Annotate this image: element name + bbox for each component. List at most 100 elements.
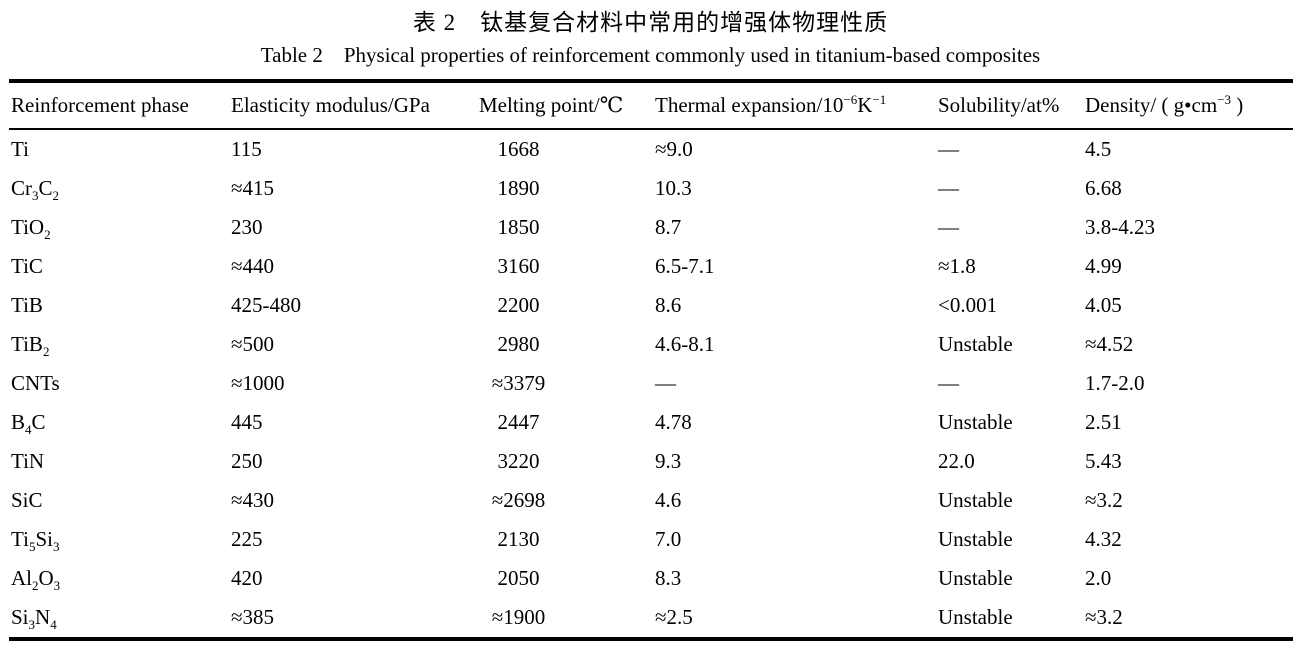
value-cell: 4.6 bbox=[655, 488, 682, 512]
value-cell: 4.78 bbox=[655, 410, 692, 434]
properties-table: Reinforcement phase Elasticity modulus/GP… bbox=[9, 79, 1293, 641]
value-cell: — bbox=[655, 371, 676, 395]
value-cell: ≈3.2 bbox=[1085, 488, 1123, 512]
value-cell: 2.51 bbox=[1085, 410, 1122, 434]
table-row: TiO2 230 1850 8.7 — 3.8-4.23 bbox=[9, 208, 1293, 247]
value-cell: Unstable bbox=[938, 566, 1013, 590]
value-cell: 1.7-2.0 bbox=[1085, 371, 1145, 395]
value-cell: 2447 bbox=[497, 410, 540, 434]
reinforcement-phase-cell: TiB2 bbox=[11, 332, 50, 360]
column-header-density: Density/ ( g•cm−3 ) bbox=[1083, 81, 1293, 130]
reinforcement-phase-cell: TiO2 bbox=[11, 215, 51, 243]
table-row: Ti5Si3 225 2130 7.0 Unstable 4.32 bbox=[9, 520, 1293, 559]
value-cell: 445 bbox=[231, 410, 263, 434]
value-cell: ≈1000 bbox=[231, 371, 285, 395]
reinforcement-phase-cell: Al2O3 bbox=[11, 566, 61, 594]
value-cell: ≈430 bbox=[231, 488, 275, 512]
column-header-solubility: Solubility/at% bbox=[936, 81, 1083, 130]
value-cell: 4.99 bbox=[1085, 254, 1122, 278]
reinforcement-phase-cell: Cr3C2 bbox=[11, 176, 60, 204]
value-cell: 6.5-7.1 bbox=[655, 254, 715, 278]
properties-table-container: Reinforcement phase Elasticity modulus/GP… bbox=[9, 79, 1293, 641]
table-row: Ti 115 1668 ≈9.0 — 4.5 bbox=[9, 129, 1293, 169]
value-cell: 4.32 bbox=[1085, 527, 1122, 551]
value-cell: — bbox=[938, 137, 959, 161]
value-cell: 6.68 bbox=[1085, 176, 1122, 200]
value-cell: 22.0 bbox=[938, 449, 975, 473]
value-cell: Unstable bbox=[938, 605, 1013, 629]
value-cell: ≈9.0 bbox=[655, 137, 693, 161]
value-cell: 2130 bbox=[497, 527, 540, 551]
value-cell: 225 bbox=[231, 527, 263, 551]
value-cell: 4.6-8.1 bbox=[655, 332, 715, 356]
column-header-modulus: Elasticity modulus/GPa bbox=[229, 81, 477, 130]
reinforcement-phase-cell: TiB bbox=[11, 293, 43, 317]
value-cell: ≈500 bbox=[231, 332, 275, 356]
value-cell: 3220 bbox=[497, 449, 540, 473]
table-caption-english: Table 2 Physical properties of reinforce… bbox=[260, 43, 1041, 67]
value-cell: ≈3.2 bbox=[1085, 605, 1123, 629]
value-cell: — bbox=[938, 215, 959, 239]
reinforcement-phase-cell: B4C bbox=[11, 410, 46, 438]
table-caption-chinese: 表 2 钛基复合材料中常用的增强体物理性质 bbox=[412, 10, 889, 35]
value-cell: Unstable bbox=[938, 410, 1013, 434]
value-cell: 1890 bbox=[497, 176, 540, 200]
value-cell: 9.3 bbox=[655, 449, 682, 473]
table-row: TiB 425-480 2200 8.6 <0.001 4.05 bbox=[9, 286, 1293, 325]
value-cell: 7.0 bbox=[655, 527, 682, 551]
value-cell: 3.8-4.23 bbox=[1085, 215, 1155, 239]
value-cell: 2980 bbox=[497, 332, 540, 356]
value-cell: Unstable bbox=[938, 488, 1013, 512]
value-cell: 4.5 bbox=[1085, 137, 1112, 161]
column-header-melting: Melting point/℃ bbox=[477, 81, 653, 130]
value-cell: 250 bbox=[231, 449, 263, 473]
value-cell: — bbox=[938, 176, 959, 200]
value-cell: ≈2698 bbox=[491, 488, 546, 512]
value-cell: 2.0 bbox=[1085, 566, 1112, 590]
value-cell: ≈440 bbox=[231, 254, 275, 278]
value-cell: 420 bbox=[231, 566, 263, 590]
table-row: CNTs ≈1000 ≈3379 — — 1.7-2.0 bbox=[9, 364, 1293, 403]
value-cell: ≈3379 bbox=[491, 371, 546, 395]
table-header-row: Reinforcement phase Elasticity modulus/GP… bbox=[9, 81, 1293, 130]
value-cell: 8.7 bbox=[655, 215, 682, 239]
value-cell: ≈385 bbox=[231, 605, 275, 629]
value-cell: 4.05 bbox=[1085, 293, 1122, 317]
value-cell: <0.001 bbox=[938, 293, 998, 317]
value-cell: 8.6 bbox=[655, 293, 682, 317]
table-row: Cr3C2 ≈415 1890 10.3 — 6.68 bbox=[9, 169, 1293, 208]
value-cell: ≈415 bbox=[231, 176, 275, 200]
value-cell: 8.3 bbox=[655, 566, 682, 590]
value-cell: 2200 bbox=[497, 293, 540, 317]
table-row: Al2O3 420 2050 8.3 Unstable 2.0 bbox=[9, 559, 1293, 598]
value-cell: — bbox=[938, 371, 959, 395]
value-cell: ≈2.5 bbox=[655, 605, 693, 629]
value-cell: 115 bbox=[231, 137, 262, 161]
reinforcement-phase-cell: SiC bbox=[11, 488, 43, 512]
value-cell: 1850 bbox=[497, 215, 540, 239]
value-cell: ≈4.52 bbox=[1085, 332, 1134, 356]
reinforcement-phase-cell: CNTs bbox=[11, 371, 60, 395]
value-cell: 2050 bbox=[497, 566, 540, 590]
reinforcement-phase-cell: Ti bbox=[11, 137, 29, 161]
table-body: Ti 115 1668 ≈9.0 — 4.5 Cr3C2 ≈415 1890 10.3 — 6.68 T… bbox=[9, 129, 1293, 639]
value-cell: ≈1900 bbox=[491, 605, 546, 629]
reinforcement-phase-cell: Ti5Si3 bbox=[11, 527, 60, 555]
reinforcement-phase-cell: TiC bbox=[11, 254, 43, 278]
reinforcement-phase-cell: TiN bbox=[11, 449, 45, 473]
value-cell: ≈1.8 bbox=[938, 254, 976, 278]
table-row: TiN 250 3220 9.3 22.0 5.43 bbox=[9, 442, 1293, 481]
table-row: TiC ≈440 3160 6.5-7.1 ≈1.8 4.99 bbox=[9, 247, 1293, 286]
reinforcement-phase-cell: Si3N4 bbox=[11, 605, 57, 633]
table-row: SiC ≈430 ≈2698 4.6 Unstable ≈3.2 bbox=[9, 481, 1293, 520]
table-row: B4C 445 2447 4.78 Unstable 2.51 bbox=[9, 403, 1293, 442]
value-cell: 10.3 bbox=[655, 176, 692, 200]
value-cell: Unstable bbox=[938, 332, 1013, 356]
table-row: Si3N4 ≈385 ≈1900 ≈2.5 Unstable ≈3.2 bbox=[9, 598, 1293, 639]
table-row: TiB2 ≈500 2980 4.6-8.1 Unstable ≈4.52 bbox=[9, 325, 1293, 364]
column-header-phase: Reinforcement phase bbox=[9, 81, 229, 130]
value-cell: 230 bbox=[231, 215, 263, 239]
value-cell: 1668 bbox=[497, 137, 540, 161]
column-header-expansion: Thermal expansion/10−6K−1 bbox=[653, 81, 936, 130]
value-cell: 3160 bbox=[497, 254, 540, 278]
